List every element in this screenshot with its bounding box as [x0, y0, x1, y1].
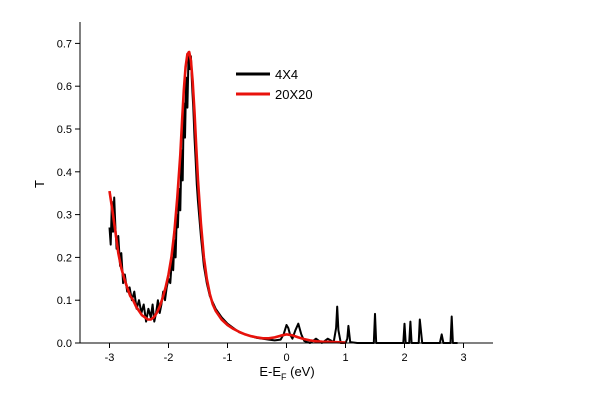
x-tick-label: 2	[401, 352, 407, 364]
legend-label-4x4: 4X4	[275, 67, 298, 82]
x-axis-title-unit: (eV)	[287, 364, 315, 379]
x-tick-label: 1	[342, 352, 348, 364]
x-ticks: -3 -2 -1 0 1 2 3	[105, 343, 467, 364]
x-axis-title: E-EF (eV)	[259, 364, 314, 382]
x-tick-label: -1	[223, 352, 233, 364]
y-tick-label: 0.3	[57, 210, 72, 222]
y-axis-title: T	[32, 180, 47, 188]
legend-label-20x20: 20X20	[275, 87, 313, 102]
y-tick-label: 0.4	[57, 167, 72, 179]
y-tick-label: 0.7	[57, 38, 72, 50]
series-line-20x20	[108, 50, 346, 344]
y-tick-label: 0.1	[57, 295, 72, 307]
y-tick-label: 0.0	[57, 338, 72, 350]
x-tick-label: 3	[460, 352, 466, 364]
x-tick-label: 0	[283, 352, 289, 364]
y-tick-label: 0.2	[57, 252, 72, 264]
y-tick-label: 0.5	[57, 124, 72, 136]
legend: 4X4 20X20	[236, 67, 313, 102]
y-tick-label: 0.6	[57, 81, 72, 93]
y-ticks: 0.0 0.1 0.2 0.3 0.4 0.5 0.6 0.7	[57, 38, 80, 350]
x-axis-title-main: E-E	[259, 364, 281, 379]
x-axis-title-subscript: F	[281, 372, 287, 382]
x-tick-label: -3	[105, 352, 115, 364]
x-tick-label: -2	[164, 352, 174, 364]
